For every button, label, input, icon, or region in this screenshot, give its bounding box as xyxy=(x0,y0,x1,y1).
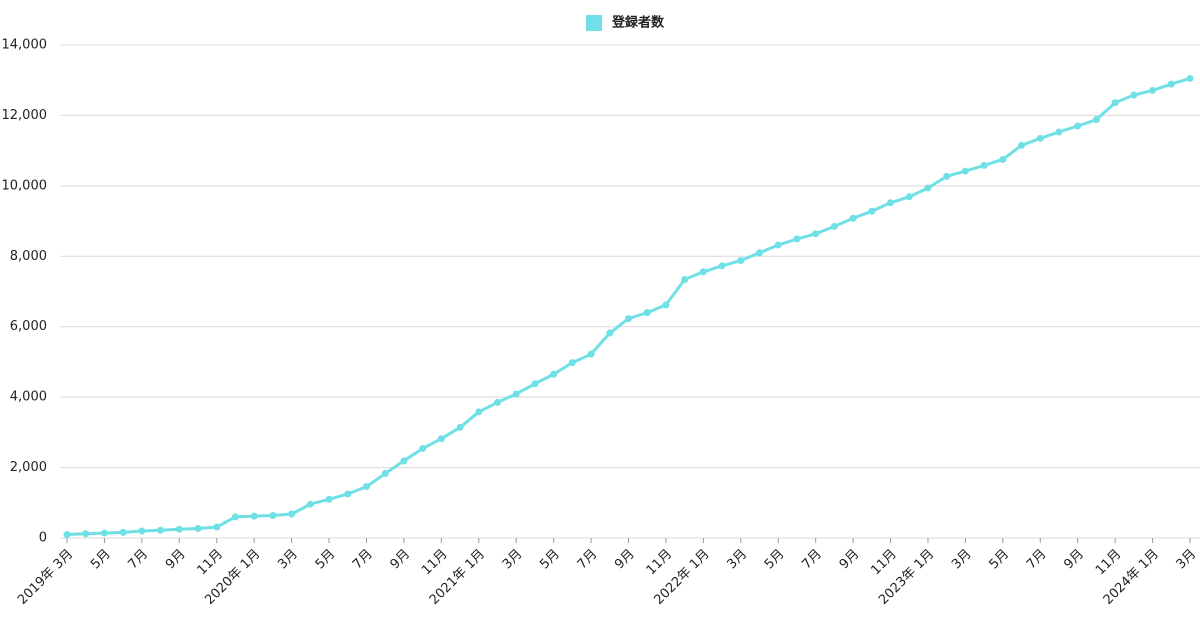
data-point xyxy=(400,457,408,465)
x-tick-label: 11月 xyxy=(644,547,675,578)
data-point xyxy=(493,398,501,406)
data-point xyxy=(194,524,202,532)
x-tick-label: 11月 xyxy=(419,547,450,578)
legend-swatch xyxy=(586,15,602,31)
data-point xyxy=(756,249,764,257)
data-point xyxy=(512,390,520,398)
y-tick-label: 12,000 xyxy=(2,108,48,123)
data-point xyxy=(662,301,670,309)
x-tick-label: 11月 xyxy=(1093,547,1124,578)
data-point xyxy=(231,513,239,521)
x-tick-label: 5月 xyxy=(986,547,1012,573)
x-tick-label: 7月 xyxy=(1024,547,1050,573)
data-point xyxy=(475,408,483,416)
data-point xyxy=(1111,99,1119,107)
data-point xyxy=(344,490,352,498)
x-tick-label: 3月 xyxy=(1174,547,1200,573)
x-tick-label: 9月 xyxy=(388,547,414,573)
data-point xyxy=(1092,116,1100,124)
data-point xyxy=(362,483,370,491)
x-tick-label: 7月 xyxy=(575,547,601,573)
x-tick-label: 3月 xyxy=(724,547,750,573)
x-tick-label: 11月 xyxy=(195,547,226,578)
data-point xyxy=(643,309,651,317)
x-tick-label: 7月 xyxy=(126,547,152,573)
data-point xyxy=(175,525,183,533)
x-tick-label: 9月 xyxy=(837,547,863,573)
data-point xyxy=(568,359,576,367)
x-tick-label: 9月 xyxy=(163,547,189,573)
x-tick-label: 5月 xyxy=(762,547,788,573)
data-point xyxy=(924,184,932,192)
x-tick-label: 9月 xyxy=(1061,547,1087,573)
data-point xyxy=(381,470,389,478)
data-point xyxy=(961,167,969,175)
data-point xyxy=(82,530,90,538)
x-tick-label: 5月 xyxy=(313,547,339,573)
data-point xyxy=(437,435,445,443)
x-tick-label: 5月 xyxy=(88,547,114,573)
legend-label: 登録者数 xyxy=(611,15,665,31)
data-point xyxy=(531,380,539,388)
data-point xyxy=(550,370,558,378)
data-point xyxy=(306,500,314,508)
y-tick-label: 8,000 xyxy=(10,249,47,264)
data-point xyxy=(980,161,988,169)
data-point xyxy=(325,495,333,503)
data-point xyxy=(699,268,707,276)
x-tick-label: 3月 xyxy=(949,547,975,573)
x-tick-label: 2019年 3月 xyxy=(15,547,76,608)
data-point xyxy=(63,530,71,538)
data-point xyxy=(625,315,632,323)
data-point xyxy=(1036,134,1044,142)
data-point xyxy=(1074,122,1082,130)
data-point xyxy=(213,523,221,531)
data-point xyxy=(718,262,726,270)
x-tick-label: 3月 xyxy=(500,547,526,573)
data-point xyxy=(138,527,146,535)
x-tick-label: 7月 xyxy=(350,547,376,573)
y-tick-label: 14,000 xyxy=(2,38,48,53)
y-tick-label: 2,000 xyxy=(10,460,47,475)
data-point xyxy=(1167,80,1175,88)
y-tick-label: 0 xyxy=(39,531,47,546)
data-point xyxy=(119,528,127,536)
x-tick-label: 11月 xyxy=(868,547,899,578)
data-point xyxy=(1018,141,1026,149)
data-point xyxy=(812,230,820,238)
x-tick-label: 5月 xyxy=(537,547,563,573)
data-point xyxy=(1149,86,1157,94)
data-point xyxy=(288,510,296,518)
y-tick-label: 4,000 xyxy=(10,390,47,405)
data-point xyxy=(737,257,745,265)
data-point xyxy=(793,235,801,243)
y-tick-label: 6,000 xyxy=(10,319,47,334)
data-point xyxy=(681,276,689,284)
data-point xyxy=(1055,128,1063,136)
data-point xyxy=(774,241,782,249)
data-point xyxy=(100,529,108,537)
data-point xyxy=(419,445,427,453)
data-point xyxy=(1186,74,1194,82)
data-point xyxy=(887,199,895,207)
x-tick-label: 9月 xyxy=(612,547,638,573)
data-point xyxy=(830,222,838,230)
data-point xyxy=(849,214,857,222)
data-point xyxy=(456,423,464,431)
data-point xyxy=(868,207,876,215)
data-point xyxy=(999,155,1007,163)
x-tick-label: 3月 xyxy=(275,547,301,573)
data-point xyxy=(157,526,165,534)
x-tick-label: 7月 xyxy=(799,547,825,573)
y-tick-label: 10,000 xyxy=(2,178,48,193)
data-point xyxy=(1130,91,1138,99)
data-point xyxy=(606,329,614,337)
data-point xyxy=(250,512,258,520)
data-point xyxy=(905,193,913,201)
data-point xyxy=(587,350,595,358)
data-point xyxy=(943,172,951,180)
data-point xyxy=(269,511,277,519)
